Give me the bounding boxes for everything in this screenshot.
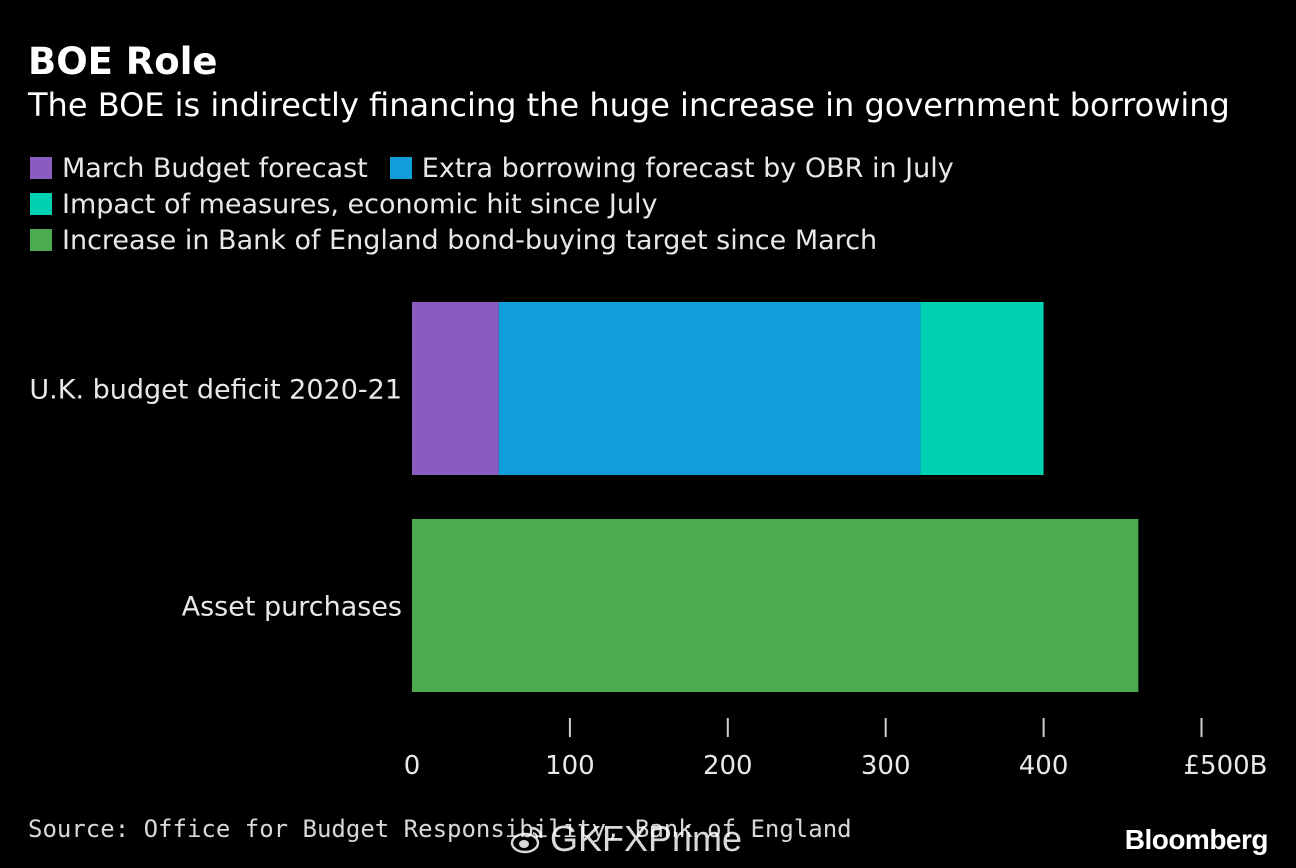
legend-swatch-impact-measures (30, 193, 52, 215)
chart-subtitle: The BOE is indirectly financing the huge… (28, 86, 1230, 124)
legend-swatch-march-budget (30, 157, 52, 179)
legend-row-2: Impact of measures, economic hit since J… (30, 186, 1270, 222)
x-tick-label: 300 (861, 751, 911, 781)
bar-segment-deficit-0 (412, 302, 499, 475)
x-tick-label: £500B (1183, 751, 1267, 781)
bar-segment-deficit-2 (920, 302, 1044, 475)
legend-label-march-budget: March Budget forecast (62, 152, 368, 184)
legend: March Budget forecast Extra borrowing fo… (30, 150, 1270, 258)
legend-label-impact-measures: Impact of measures, economic hit since J… (62, 188, 658, 220)
legend-item-boe-target: Increase in Bank of England bond-buying … (30, 225, 877, 256)
legend-label-boe-target: Increase in Bank of England bond-buying … (62, 224, 878, 256)
x-tick-label: 100 (545, 751, 595, 781)
chart-title: BOE Role (28, 40, 218, 83)
legend-row-1: March Budget forecast Extra borrowing fo… (30, 150, 1270, 186)
source-note: Source: Office for Budget Responsibility… (28, 815, 852, 843)
legend-item-march-budget: March Budget forecast (30, 153, 368, 184)
legend-swatch-extra-borrowing (389, 157, 412, 179)
watermark: GKFXPrime (510, 818, 742, 860)
legend-item-extra-borrowing: Extra borrowing forecast by OBR in July (389, 152, 954, 184)
weibo-logo-icon (510, 826, 543, 854)
category-label: U.K. budget deficit 2020-21 (29, 375, 402, 406)
category-label: Asset purchases (182, 592, 402, 623)
watermark-text: GKFXPrime (550, 818, 743, 859)
legend-swatch-boe-target (30, 229, 52, 251)
bar-segment-asset-purchases-3 (412, 519, 1139, 692)
legend-label-extra-borrowing: Extra borrowing forecast by OBR in July (421, 152, 954, 184)
x-tick-label: 0 (404, 751, 421, 781)
legend-item-impact-measures: Impact of measures, economic hit since J… (30, 189, 657, 220)
legend-row-3: Increase in Bank of England bond-buying … (30, 222, 1270, 258)
bloomberg-logo: Bloomberg (1124, 824, 1269, 855)
bar-segment-deficit-1 (498, 302, 921, 475)
x-tick-label: 400 (1019, 751, 1069, 781)
x-tick-label: 200 (703, 751, 753, 781)
